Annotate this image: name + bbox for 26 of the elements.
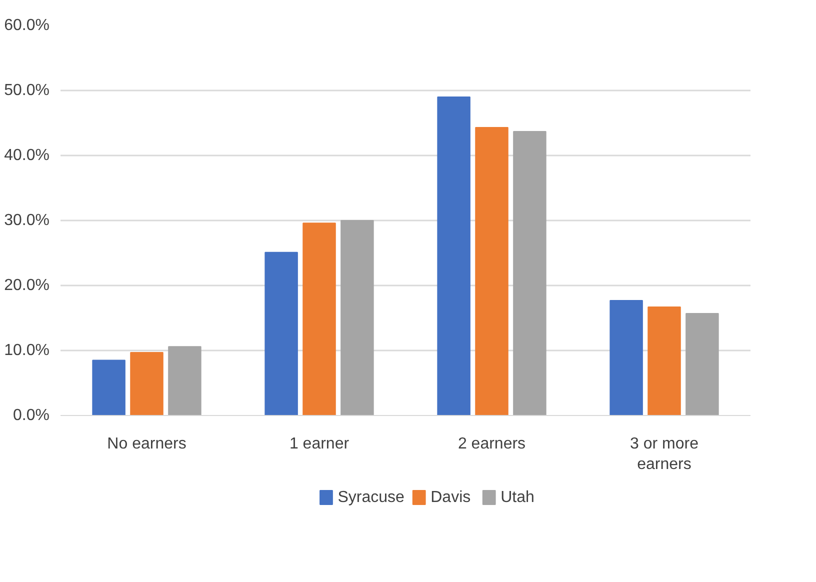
y-tick-label: 20.0% — [4, 277, 50, 294]
y-tick-label: 40.0% — [4, 147, 50, 164]
bar — [610, 300, 643, 416]
bar — [513, 130, 546, 416]
bar — [130, 352, 164, 416]
bar — [340, 220, 374, 416]
bar — [168, 346, 202, 416]
bar — [686, 312, 719, 416]
bar — [92, 360, 126, 416]
y-tick-label: 10.0% — [4, 342, 50, 359]
legend-label: Utah — [500, 489, 534, 506]
x-tick-label: 1 earner — [289, 436, 350, 452]
y-tick-label: 60.0% — [4, 17, 50, 34]
bar — [264, 252, 298, 416]
y-tick-label: 0.0% — [13, 407, 50, 424]
y-tick-label: 30.0% — [4, 212, 50, 229]
legend-label: Syracuse — [338, 489, 405, 506]
legend-label: Davis — [430, 489, 471, 506]
bar — [475, 127, 508, 416]
x-tick-label: 3 or more earners — [630, 436, 699, 473]
bar — [302, 222, 336, 416]
x-tick-label: 2 earners — [458, 436, 526, 452]
bar — [437, 96, 470, 416]
bar — [648, 306, 681, 416]
y-tick-label: 50.0% — [4, 82, 50, 99]
x-tick-label: No earners — [107, 436, 186, 452]
